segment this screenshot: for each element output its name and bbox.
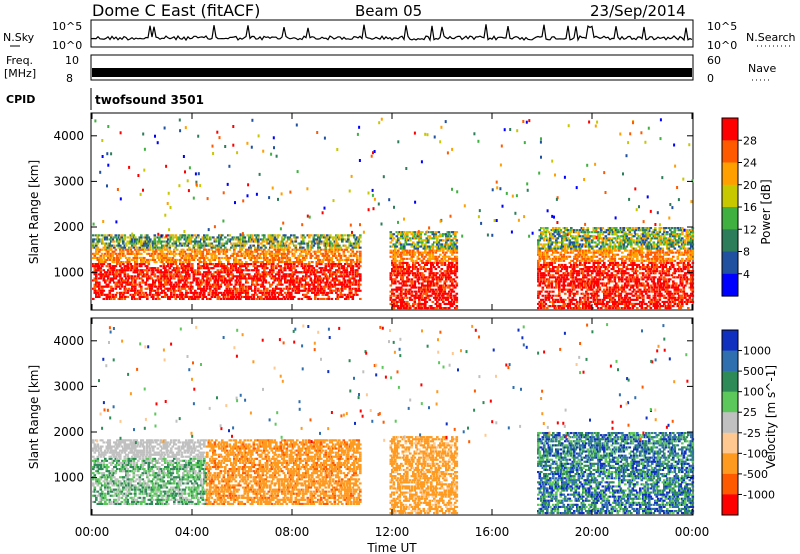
nave-tick-bottom: 0 [707, 72, 714, 85]
y-tick-label: 4000 [53, 129, 84, 143]
colorbar-tick-label: 8 [743, 246, 750, 259]
x-tick-label: 00:00 [675, 525, 710, 539]
date-label: 23/Sep/2014 [590, 2, 686, 20]
colorbar-tick-label: 4 [743, 268, 750, 281]
colorbar-tick-label: -100 [743, 447, 768, 460]
nsky-label: N.Sky [3, 31, 35, 44]
colorbar-tick-label: 25 [743, 406, 757, 419]
freq-tick-bottom: 8 [66, 72, 73, 85]
nsearch-tick-top: 10^5 [707, 20, 737, 33]
x-tick-label: 04:00 [175, 525, 210, 539]
power-colorbar-label: Power [dB] [759, 179, 773, 244]
colorbar-tick-label: 500 [743, 365, 764, 378]
y-tick-label: 2000 [53, 425, 84, 439]
power-heatmap [92, 117, 695, 310]
nsearch-tick-bottom: 10^0 [707, 39, 737, 52]
colorbar-tick-label: -1000 [743, 488, 775, 501]
x-tick-label: 00:00 [75, 525, 110, 539]
nave-tick-top: 60 [707, 54, 721, 67]
colorbar-tick-label: 1000 [743, 345, 771, 358]
velocity-y-label: Slant Range [km] [27, 365, 41, 469]
y-tick-label: 2000 [53, 220, 84, 234]
colorbar-tick-label: 12 [743, 223, 757, 236]
colorbar-tick-label: 24 [743, 157, 757, 170]
velocity-heatmap [92, 323, 695, 515]
colorbar-tick-label: 28 [743, 134, 757, 147]
freq-trace [92, 68, 692, 77]
freq-label: Freq. [6, 54, 33, 67]
nsky-panel [90, 19, 694, 48]
colorbar-tick-label: 20 [743, 179, 757, 192]
radar-title: Dome C East (fitACF) [92, 1, 260, 20]
colorbar-tick-label: 16 [743, 201, 757, 214]
x-axis-label: Time UT [366, 541, 417, 554]
y-tick-label: 1000 [53, 471, 84, 485]
x-tick-label: 16:00 [475, 525, 510, 539]
freq-panel [90, 54, 694, 81]
freq-unit: [MHz] [4, 67, 36, 80]
time-axis: 00:00 04:00 08:00 12:00 16:00 20:00 00:00 [75, 113, 710, 539]
velocity-colorbar: 1000 500 100 25 -25 -100 -500 -1000 [721, 329, 775, 516]
colorbar-tick-label: 100 [743, 386, 764, 399]
colorbar-tick-label: -500 [743, 468, 768, 481]
cpid-value: twofsound 3501 [95, 93, 204, 107]
power-colorbar: 28 24 20 16 12 8 4 [721, 117, 757, 297]
velocity-y-axis: 1000 2000 3000 4000 [53, 334, 693, 485]
y-tick-label: 1000 [53, 266, 84, 280]
cpid-label: CPID [6, 93, 35, 106]
x-tick-label: 20:00 [575, 525, 610, 539]
y-tick-label: 4000 [53, 334, 84, 348]
y-tick-label: 3000 [53, 379, 84, 393]
x-tick-label: 08:00 [275, 525, 310, 539]
freq-tick-top: 10 [65, 54, 79, 67]
nsky-trace [91, 24, 693, 42]
x-tick-label: 12:00 [375, 525, 410, 539]
nsky-tick-bottom: 10^0 [52, 39, 82, 52]
beam-label: Beam 05 [355, 2, 422, 20]
nsky-tick-top: 10^5 [52, 20, 82, 33]
nsearch-label: N.Search [746, 31, 796, 44]
y-tick-label: 3000 [53, 174, 84, 188]
power-y-label: Slant Range [km] [27, 160, 41, 264]
colorbar-tick-label: -25 [743, 427, 761, 440]
velocity-colorbar-label: Velocity [m s^-1] [764, 365, 778, 469]
power-y-axis: 1000 2000 3000 4000 [53, 129, 693, 280]
nave-label: Nave [748, 62, 776, 75]
